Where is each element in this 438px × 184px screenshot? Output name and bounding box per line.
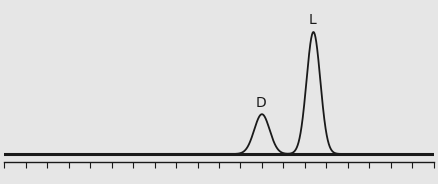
Text: L: L xyxy=(309,13,316,27)
Text: D: D xyxy=(256,95,266,109)
